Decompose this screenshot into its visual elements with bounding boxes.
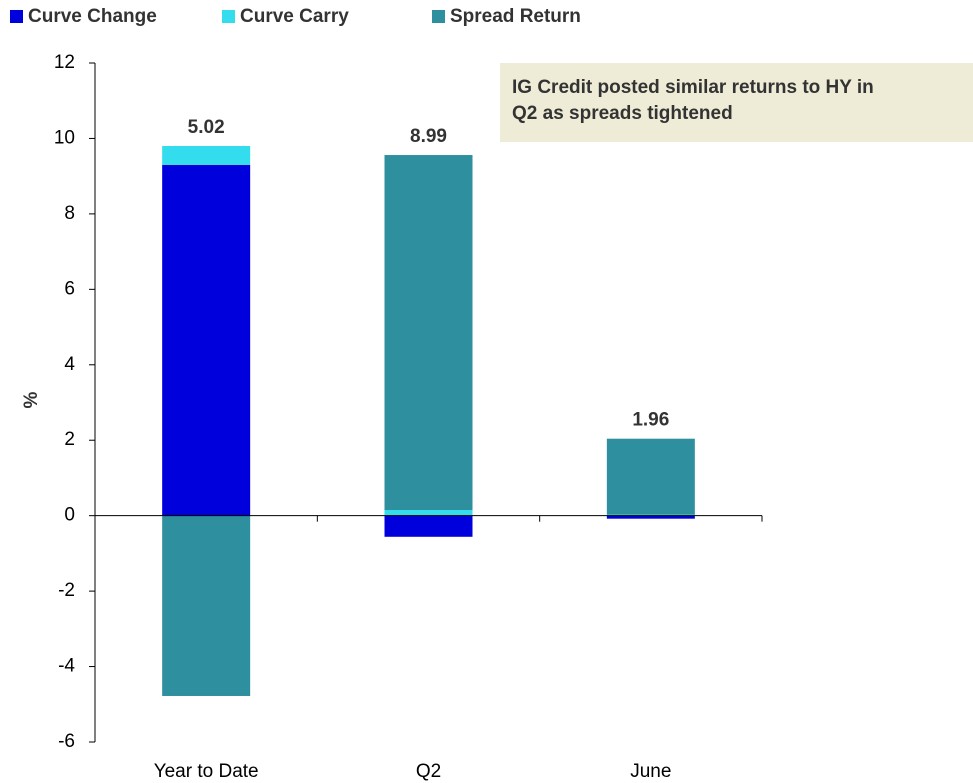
y-tick-label: -2 [58,580,75,601]
legend-label: Curve Change [28,6,157,27]
total-label: 5.02 [188,117,225,138]
bar-segment [384,510,473,516]
legend-label: Spread Return [450,6,581,27]
x-tick-label: Year to Date [154,761,259,782]
y-tick-label: 0 [64,505,75,526]
legend-label: Curve Carry [240,6,349,27]
annotation-box [500,63,973,142]
y-axis-label: % [21,391,42,408]
y-tick-label: 2 [64,429,75,450]
x-tick-label: June [630,761,671,782]
bar-segment [384,515,473,537]
y-tick-label: -4 [58,656,75,677]
bar-segment [162,515,251,696]
x-tick-label: Q2 [416,761,441,782]
legend-swatch [10,10,23,23]
y-tick-label: 6 [64,278,75,299]
y-tick-label: 10 [54,127,75,148]
bar-segment [606,514,695,516]
total-label: 8.99 [410,126,447,147]
bar-segment [162,145,251,165]
bar-segment [162,164,251,516]
y-tick-label: -6 [58,731,75,752]
annotation-line: Q2 as spreads tightened [512,103,733,124]
legend-swatch [222,10,235,23]
bar-segment [606,515,695,519]
total-label: 1.96 [632,410,669,431]
y-tick-label: 12 [54,52,75,73]
legend-swatch [432,10,445,23]
annotation-line: IG Credit posted similar returns to HY i… [512,77,874,98]
bar-segment [384,155,473,511]
y-tick-label: 8 [64,203,75,224]
y-tick-label: 4 [64,354,75,375]
bar-segment [606,438,695,515]
